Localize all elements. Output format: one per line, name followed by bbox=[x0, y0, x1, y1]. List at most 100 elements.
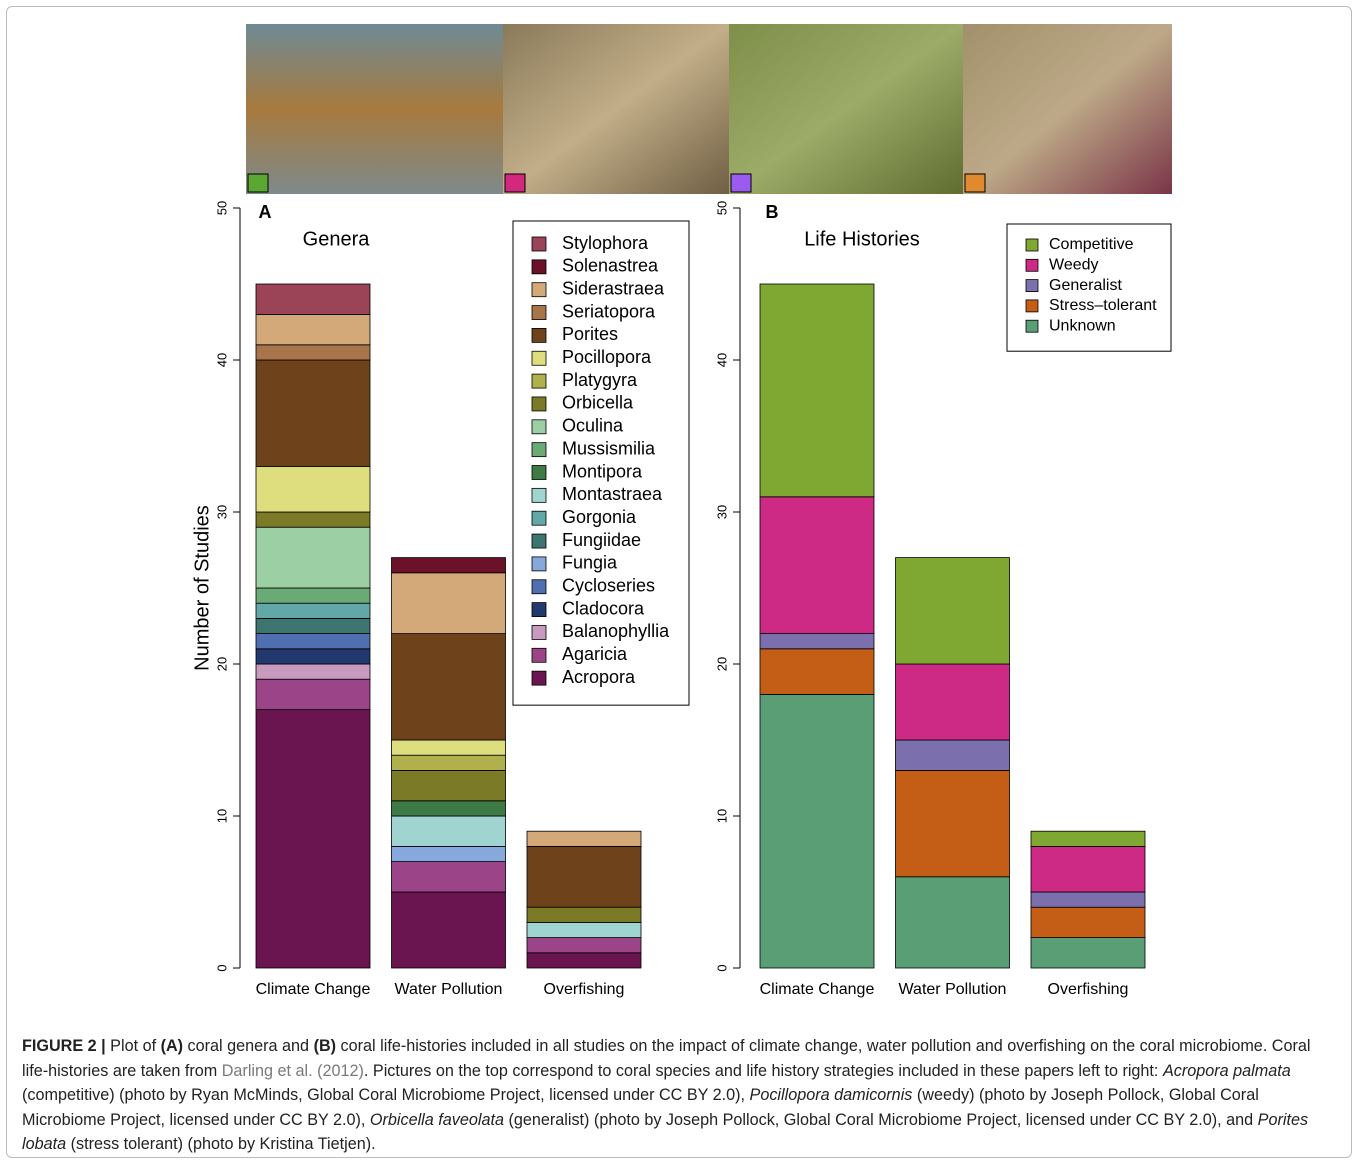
bar-segment bbox=[896, 877, 1010, 968]
bar-segment bbox=[527, 907, 641, 922]
caption-text: coral genera and bbox=[183, 1037, 314, 1055]
legend-swatch bbox=[532, 237, 546, 251]
bar-segment bbox=[256, 314, 370, 344]
bar-segment bbox=[1031, 907, 1145, 937]
legend-swatch bbox=[532, 534, 546, 548]
bar-segment bbox=[256, 679, 370, 709]
bar-segment bbox=[256, 618, 370, 633]
legend-label: Montastraea bbox=[562, 484, 663, 504]
caption-link[interactable]: Darling et al. (2012) bbox=[222, 1062, 364, 1080]
legend-label: Unknown bbox=[1049, 317, 1116, 334]
bar-segment bbox=[392, 801, 506, 816]
legend-label: Oculina bbox=[562, 416, 624, 436]
caption-text: Acropora palmata bbox=[1163, 1062, 1291, 1080]
bar-segment bbox=[760, 649, 874, 695]
legend-label: Fungia bbox=[562, 553, 618, 573]
y-tick-label: 30 bbox=[714, 505, 729, 519]
caption-text: . Pictures on the top correspond to cora… bbox=[364, 1062, 1163, 1080]
legend-swatch bbox=[532, 420, 546, 434]
y-tick-label: 20 bbox=[714, 657, 729, 671]
bar-segment bbox=[256, 527, 370, 588]
photo-swatch bbox=[731, 174, 751, 192]
x-tick-label: Overfishing bbox=[1048, 981, 1129, 998]
bar-segment bbox=[256, 345, 370, 360]
bar-segment bbox=[392, 634, 506, 740]
legend-label: Cycloseries bbox=[562, 576, 655, 596]
bar-segment bbox=[392, 892, 506, 968]
bar-segment bbox=[256, 466, 370, 512]
legend-swatch bbox=[1026, 239, 1038, 251]
caption-text: (A) bbox=[161, 1037, 183, 1055]
bar-segment bbox=[256, 360, 370, 466]
bar-segment bbox=[527, 938, 641, 953]
y-tick-label: 10 bbox=[714, 809, 729, 823]
y-tick-label: 0 bbox=[714, 964, 729, 971]
legend-swatch bbox=[1026, 300, 1038, 312]
bar-segment bbox=[392, 770, 506, 800]
bar-segment bbox=[256, 634, 370, 649]
legend-swatch bbox=[532, 397, 546, 411]
x-tick-label: Overfishing bbox=[544, 981, 625, 998]
y-tick-label: 50 bbox=[714, 201, 729, 215]
photo-swatch bbox=[965, 174, 985, 192]
caption-text: (B) bbox=[314, 1037, 336, 1055]
bar-segment bbox=[896, 558, 1010, 664]
photo-swatch bbox=[248, 174, 268, 192]
caption: FIGURE 2 | Plot of (A) coral genera and … bbox=[22, 1034, 1340, 1157]
panel-title: Life Histories bbox=[804, 228, 920, 250]
legend-label: Balanophyllia bbox=[562, 621, 670, 641]
bar-segment bbox=[896, 770, 1010, 876]
legend-label: Mussismilia bbox=[562, 438, 656, 458]
legend-swatch bbox=[532, 603, 546, 617]
legend-swatch bbox=[532, 488, 546, 502]
legend-label: Stress–tolerant bbox=[1049, 297, 1157, 314]
bar-segment bbox=[256, 603, 370, 618]
caption-text: (stress tolerant) (photo by Kristina Tie… bbox=[66, 1135, 375, 1153]
x-tick-label: Climate Change bbox=[256, 981, 371, 998]
photo bbox=[963, 24, 1172, 194]
caption-text: Pocillopora damicornis bbox=[750, 1086, 913, 1104]
y-tick-label: 10 bbox=[214, 809, 229, 823]
legend-label: Platygyra bbox=[562, 370, 638, 390]
legend-swatch bbox=[532, 671, 546, 685]
x-tick-label: Water Pollution bbox=[899, 981, 1007, 998]
legend-label: Generalist bbox=[1049, 277, 1122, 294]
legend-label: Orbicella bbox=[562, 393, 634, 413]
legend-swatch bbox=[532, 283, 546, 297]
caption-text: Plot of bbox=[106, 1037, 161, 1055]
bar-segment bbox=[392, 862, 506, 892]
bar-segment bbox=[256, 664, 370, 679]
bar-segment bbox=[392, 816, 506, 846]
caption-text: (generalist) (photo by Joseph Pollock, G… bbox=[504, 1111, 1258, 1129]
y-tick-label: 40 bbox=[214, 353, 229, 367]
caption-text: (competitive) (photo by Ryan McMinds, Gl… bbox=[22, 1086, 750, 1104]
bar-segment bbox=[256, 649, 370, 664]
panel-label: B bbox=[766, 202, 779, 222]
caption-text: FIGURE 2 | bbox=[22, 1037, 106, 1055]
bar-segment bbox=[1031, 892, 1145, 907]
legend-label: Agaricia bbox=[562, 644, 628, 664]
bar-segment bbox=[392, 573, 506, 634]
legend-swatch bbox=[1026, 259, 1038, 271]
bar-segment bbox=[760, 634, 874, 649]
legend-label: Gorgonia bbox=[562, 507, 637, 527]
legend-label: Acropora bbox=[562, 667, 636, 687]
legend-swatch bbox=[532, 374, 546, 388]
legend-label: Porites bbox=[562, 324, 618, 344]
bar-segment bbox=[256, 284, 370, 314]
bar-segment bbox=[256, 512, 370, 527]
legend-swatch bbox=[532, 648, 546, 662]
photo bbox=[246, 24, 503, 194]
legend-swatch bbox=[532, 625, 546, 639]
y-tick-label: 30 bbox=[214, 505, 229, 519]
legend-label: Fungiidae bbox=[562, 530, 641, 550]
bar-segment bbox=[527, 831, 641, 846]
legend-label: Seriatopora bbox=[562, 301, 656, 321]
photo-swatch bbox=[505, 174, 525, 192]
bar-segment bbox=[896, 740, 1010, 770]
bar-segment bbox=[392, 846, 506, 861]
photo-strip bbox=[246, 24, 1172, 194]
bar-segment bbox=[392, 558, 506, 573]
bar-segment bbox=[760, 284, 874, 497]
legend-swatch bbox=[532, 511, 546, 525]
